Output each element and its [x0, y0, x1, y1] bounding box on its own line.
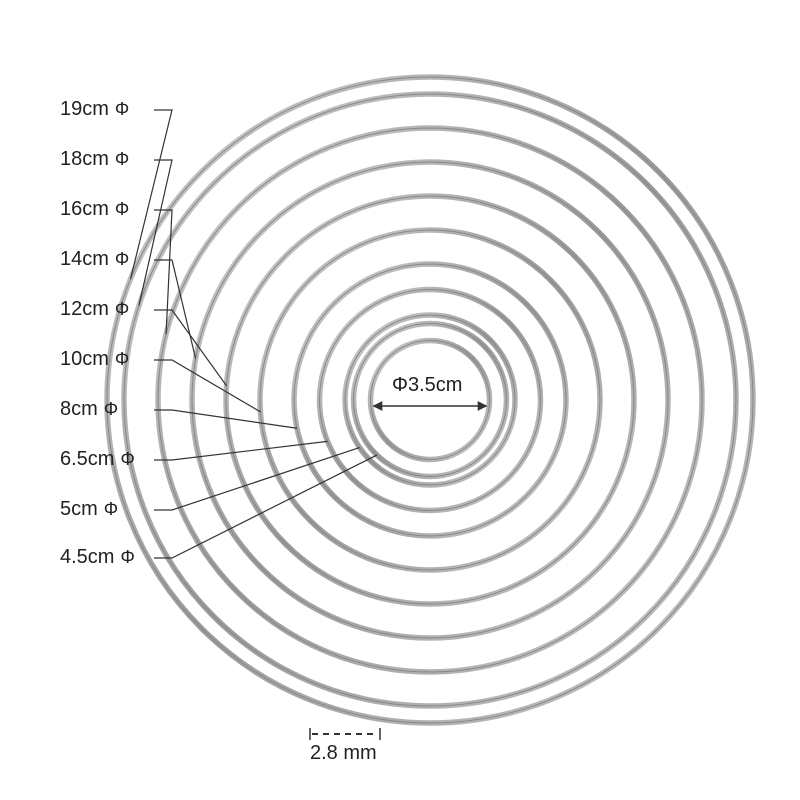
ring-size-text: 18cm — [60, 148, 109, 171]
diameter-symbol-icon: Φ — [115, 299, 129, 320]
ring-size-label: 12cm Φ — [60, 298, 129, 321]
ring-size-label: 6.5cm Φ — [60, 448, 135, 471]
diameter-symbol-icon: Φ — [115, 199, 129, 220]
diameter-symbol-icon: Φ — [104, 399, 118, 420]
diameter-symbol-icon: Φ — [104, 499, 118, 520]
diameter-symbol-icon: Φ — [120, 547, 134, 568]
ring-size-text: 16cm — [60, 198, 109, 221]
ring-size-label: 4.5cm Φ — [60, 546, 135, 569]
diagram-stage: 19cm Φ 18cm Φ 16cm Φ 14cm Φ 12cm Φ 10cm Φ 8cm Φ 6.5cm Φ… — [0, 0, 800, 800]
ring-size-text: 8cm — [60, 398, 98, 421]
diameter-symbol-icon: Φ — [115, 349, 129, 370]
ring-size-text: 14cm — [60, 248, 109, 271]
ring-size-label: 18cm Φ — [60, 148, 129, 171]
wire-thickness-label: 2.8 mm — [310, 742, 377, 765]
ring-size-text: 4.5cm — [60, 546, 114, 569]
ring-size-text: 5cm — [60, 498, 98, 521]
ring-size-text: 19cm — [60, 98, 109, 121]
ring-size-text: 10cm — [60, 348, 109, 371]
ring-size-label: 10cm Φ — [60, 348, 129, 371]
ring-size-text: 12cm — [60, 298, 109, 321]
diameter-symbol-icon: Φ — [115, 99, 129, 120]
diameter-symbol-icon: Φ — [115, 149, 129, 170]
center-diameter-label: Φ3.5cm — [392, 374, 462, 397]
ring-size-label: 16cm Φ — [60, 198, 129, 221]
ring-size-label: 19cm Φ — [60, 98, 129, 121]
ring-size-label: 8cm Φ — [60, 398, 118, 421]
ring-size-text: 6.5cm — [60, 448, 114, 471]
ring-size-label: 14cm Φ — [60, 248, 129, 271]
ring-size-label: 5cm Φ — [60, 498, 118, 521]
diameter-symbol-icon: Φ — [120, 449, 134, 470]
diameter-symbol-icon: Φ — [115, 249, 129, 270]
